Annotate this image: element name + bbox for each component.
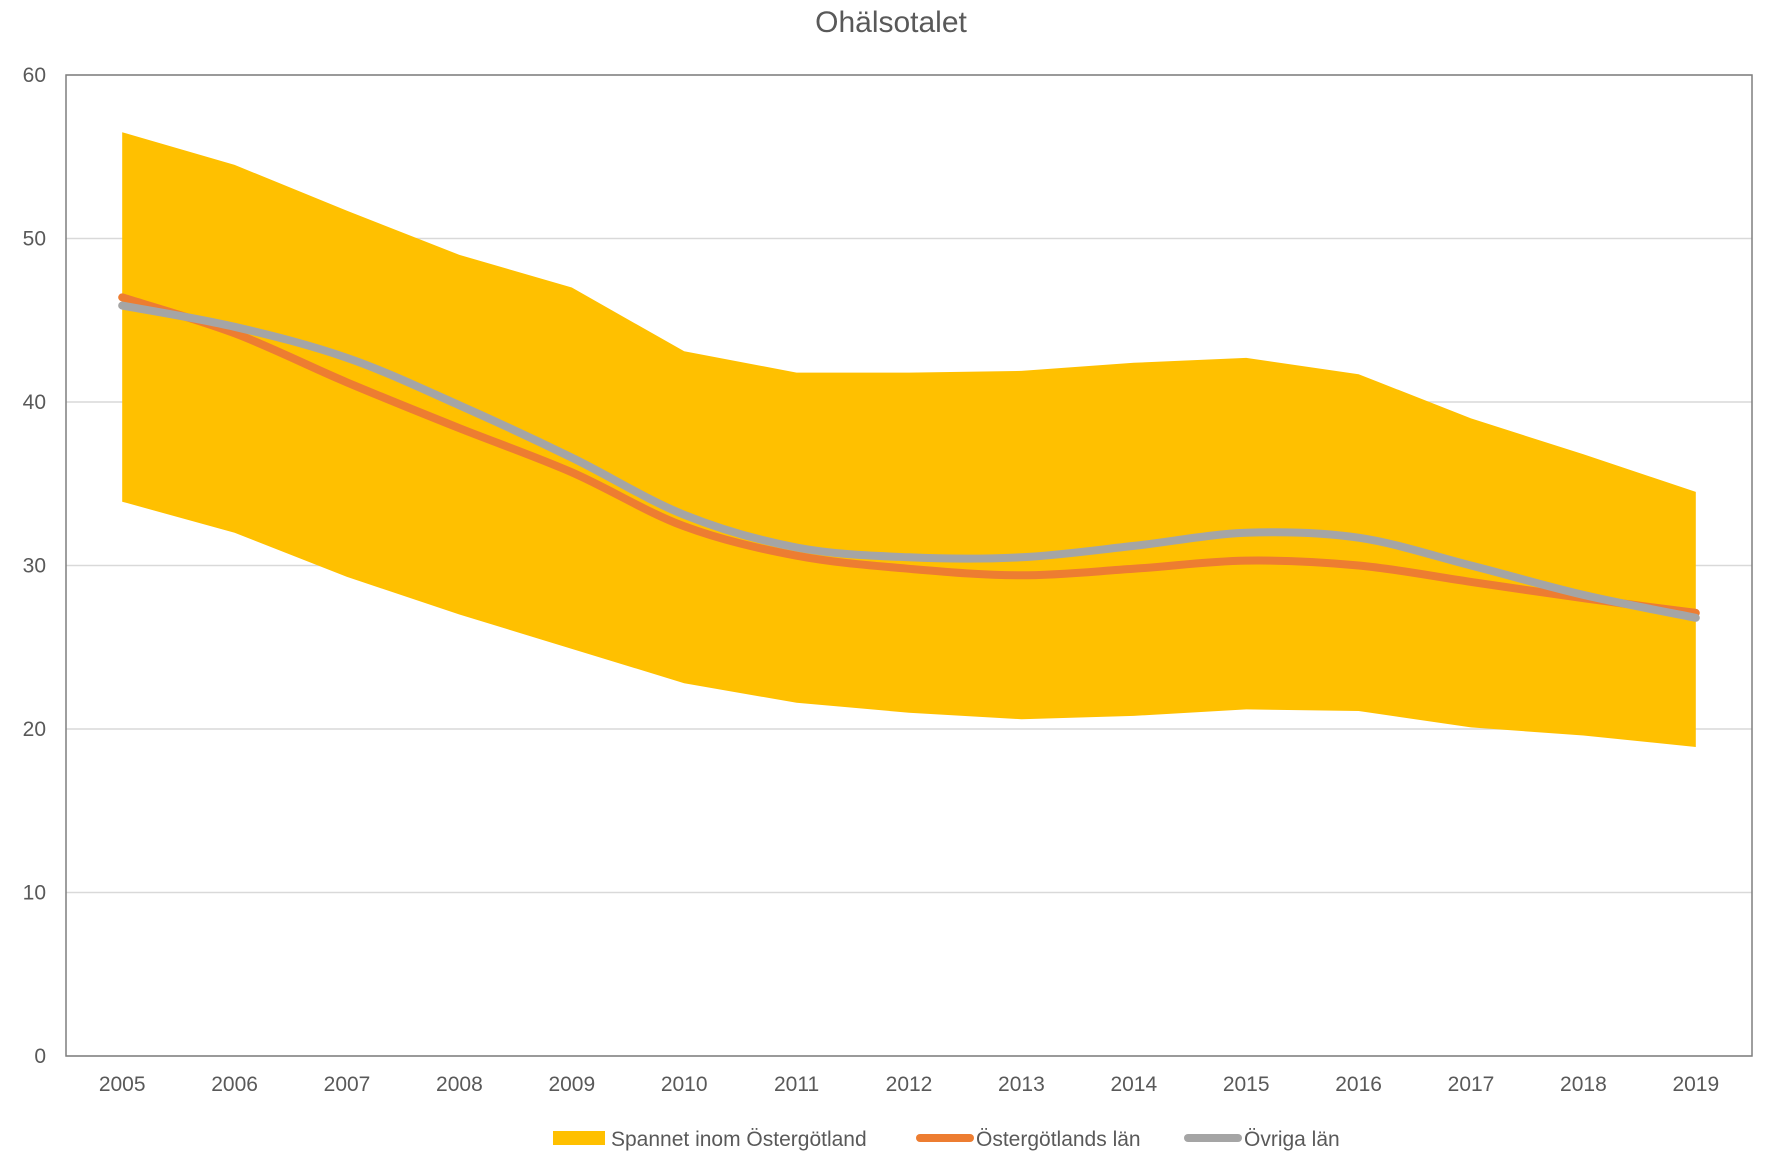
- y-tick-label: 50: [23, 228, 46, 251]
- x-tick-label: 2016: [1335, 1073, 1382, 1096]
- y-axis-ticks: 0 10 20 30 40 50 60: [23, 64, 46, 1068]
- x-tick-label: 2009: [548, 1073, 595, 1096]
- band-area: [122, 132, 1696, 747]
- band-layer: [122, 132, 1696, 747]
- plot-border: [65, 74, 1753, 1057]
- x-tick-label: 2006: [211, 1073, 258, 1096]
- legend-label-band: Spannet inom Östergötland: [611, 1128, 867, 1151]
- x-tick-label: 2007: [324, 1073, 371, 1096]
- legend-swatch-band: [553, 1131, 605, 1145]
- x-tick-label: 2014: [1110, 1073, 1157, 1096]
- y-tick-label: 60: [23, 64, 46, 87]
- y-tick-label: 20: [23, 718, 46, 741]
- lines-layer: [118, 293, 1700, 622]
- series-line-0: [118, 293, 1700, 617]
- x-tick-label: 2011: [774, 1073, 819, 1096]
- x-tick-label: 2013: [998, 1073, 1045, 1096]
- y-tick-label: 10: [23, 882, 46, 905]
- x-tick-label: 2008: [436, 1073, 483, 1096]
- legend-label-series-0: Östergötlands län: [976, 1128, 1141, 1151]
- x-axis-ticks: 2005 2006 2007 2008 2009 2010 2011 2012 2013 2014…: [99, 1073, 1719, 1096]
- series-line-1: [118, 301, 1700, 622]
- legend: Spannet inom Östergötland Östergötlands l…: [553, 1128, 1340, 1151]
- chart-title: Ohälsotalet: [815, 6, 967, 39]
- y-tick-label: 0: [34, 1045, 46, 1068]
- x-tick-label: 2012: [886, 1073, 933, 1096]
- x-tick-label: 2015: [1223, 1073, 1270, 1096]
- y-tick-label: 40: [23, 391, 46, 414]
- x-tick-label: 2018: [1560, 1073, 1607, 1096]
- y-tick-label: 30: [23, 555, 46, 578]
- x-tick-label: 2019: [1672, 1073, 1719, 1096]
- x-tick-label: 2017: [1448, 1073, 1495, 1096]
- x-tick-label: 2005: [99, 1073, 146, 1096]
- x-tick-label: 2010: [661, 1073, 708, 1096]
- legend-label-series-1: Övriga län: [1244, 1128, 1340, 1151]
